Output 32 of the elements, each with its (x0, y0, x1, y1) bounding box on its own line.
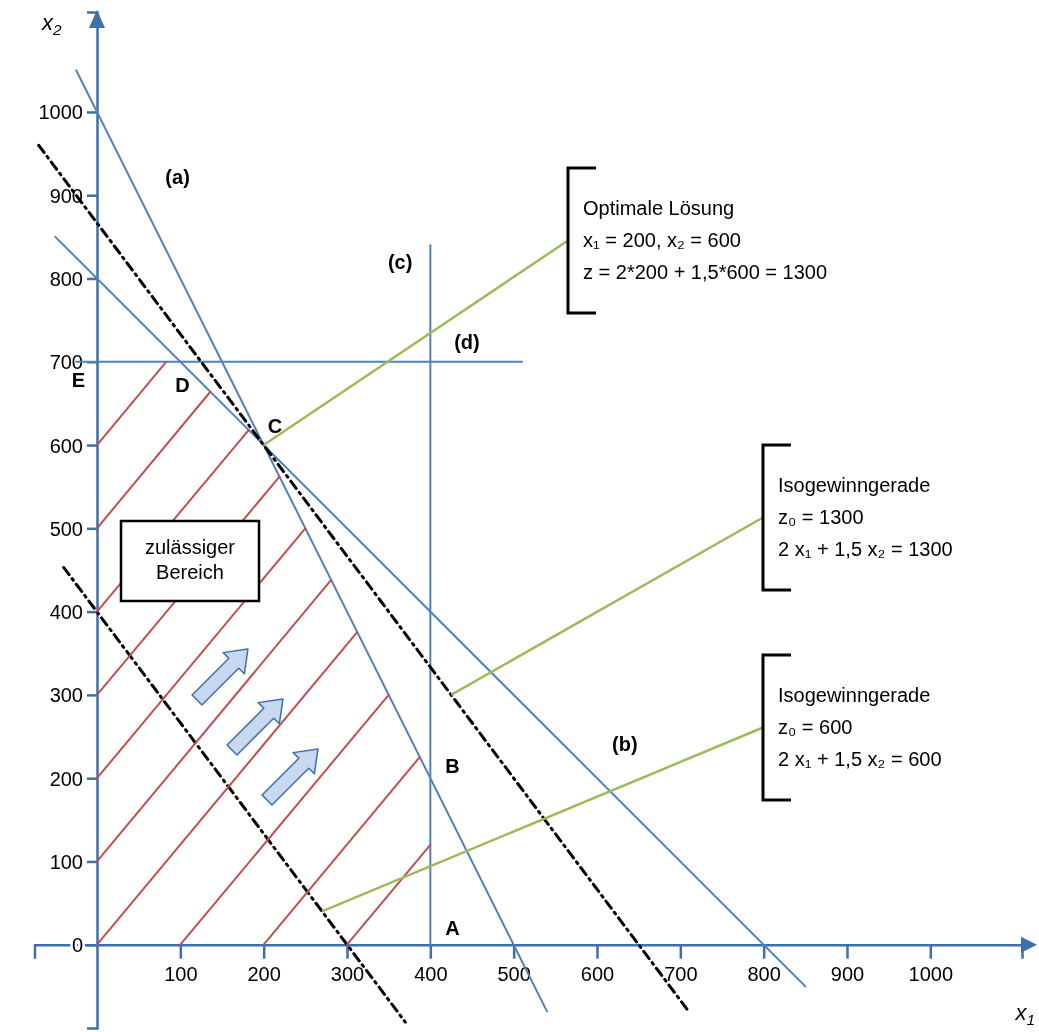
series-label: (b) (612, 733, 638, 756)
y-tick-label: 600 (49, 434, 83, 457)
x-tick-label: 100 (164, 962, 198, 985)
series-label: (d) (454, 330, 480, 353)
y-tick-label: 800 (49, 267, 83, 290)
series-label: (c) (387, 250, 413, 273)
y-axis-title: x$_{2}$ (41, 10, 62, 38)
y-tick-label: 200 (49, 767, 83, 790)
x-tick-label: 400 (414, 962, 448, 985)
x-tick-label: 300 (330, 962, 365, 985)
annotation: A (445, 916, 460, 939)
series-label: (a) (165, 165, 190, 188)
y-tick-label: 300 (49, 684, 83, 707)
x-tick-label: 800 (747, 962, 781, 985)
annotation: C (267, 415, 283, 438)
x-tick-label: 900 (830, 962, 865, 985)
annotation: Isogewinngerade z₀ = 600 2 x₁ + 1,5 x₂ = 600 (778, 684, 942, 770)
y-tick-label: 500 (49, 517, 83, 540)
x-tick-label: 600 (580, 962, 615, 985)
x-tick-label: 500 (497, 962, 531, 985)
annotation: B (445, 755, 460, 778)
annotation: D (175, 373, 190, 396)
annotation: zulässiger Bereich (144, 536, 236, 583)
y-tick-label: 400 (49, 601, 83, 624)
y-tick-label: 100 (49, 850, 83, 873)
annotation: Optimale Lösung x₁ = 200, x₂ = 600 z = 2*200 + 1,5*600 = 1300 (583, 197, 828, 283)
annotation: Isogewinngerade z₀ = 1300 2 x₁ + 1,5 x₂ = 1300 (778, 474, 953, 560)
x-tick-label: 1000 (908, 962, 954, 985)
y-tick-label: 1000 (38, 101, 83, 124)
x-tick-label: 200 (247, 962, 281, 985)
x-axis-title: x$_{1}$ (1014, 1000, 1035, 1028)
x-tick-label: 700 (664, 962, 698, 985)
